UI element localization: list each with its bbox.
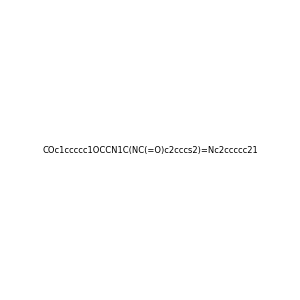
Text: COc1ccccc1OCCN1C(NC(=O)c2cccs2)=Nc2ccccc21: COc1ccccc1OCCN1C(NC(=O)c2cccs2)=Nc2ccccc… — [42, 146, 258, 154]
